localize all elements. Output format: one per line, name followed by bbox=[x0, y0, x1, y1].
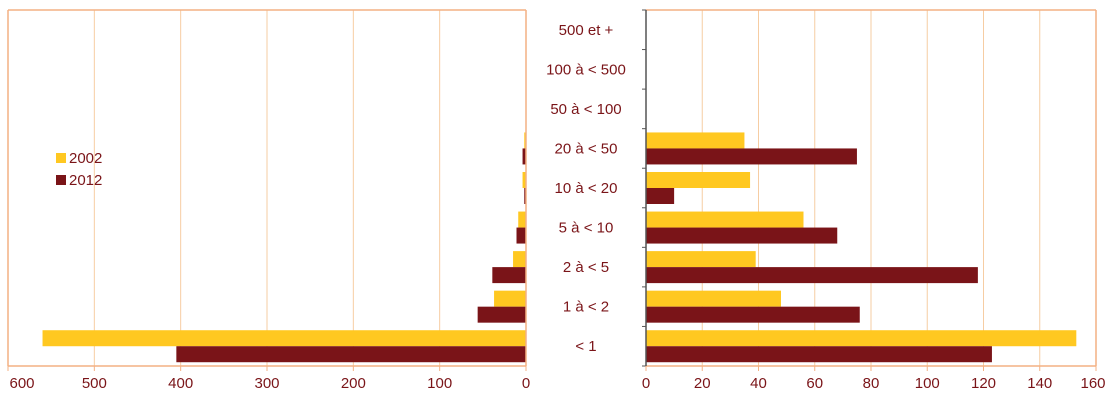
right-x-tick-label: 60 bbox=[806, 375, 823, 392]
left-panel-tick-labels: 600 500 400 300 200 100 0 bbox=[9, 375, 530, 392]
legend-swatch-2012 bbox=[56, 175, 66, 185]
right-bar-2012-3 bbox=[646, 227, 838, 244]
left-bar-2012-5 bbox=[522, 148, 526, 165]
category-label: 2 à < 5 bbox=[563, 259, 609, 276]
left-bar-2012-4 bbox=[524, 188, 526, 204]
right-bar-2002-4 bbox=[646, 172, 751, 188]
category-labels: < 1 1 à < 2 2 à < 5 5 à < 10 10 à < 20 20 à <… bbox=[546, 22, 626, 355]
category-label: 1 à < 2 bbox=[563, 299, 609, 316]
left-x-tick-label: 0 bbox=[522, 375, 530, 392]
right-bar-2012-4 bbox=[646, 188, 675, 204]
category-label: 20 à < 50 bbox=[555, 140, 618, 157]
right-x-tick-label: 100 bbox=[915, 375, 940, 392]
legend: 2002 2012 bbox=[56, 150, 102, 189]
legend-swatch-2002 bbox=[56, 153, 66, 163]
category-label: < 1 bbox=[575, 338, 596, 355]
category-label: 500 et + bbox=[559, 22, 614, 39]
right-x-tick-label: 40 bbox=[750, 375, 767, 392]
right-panel-bars bbox=[646, 132, 1077, 363]
right-bar-2012-5 bbox=[646, 148, 857, 165]
legend-label-2002: 2002 bbox=[69, 150, 102, 167]
right-bar-2002-5 bbox=[646, 132, 745, 149]
right-bar-2012-2 bbox=[646, 267, 978, 284]
legend-label-2012: 2012 bbox=[69, 172, 102, 189]
chart-axes bbox=[7, 9, 1097, 371]
right-x-tick-label: 140 bbox=[1027, 375, 1052, 392]
right-bar-2002-2 bbox=[646, 251, 756, 268]
right-panel-tick-labels: 0 20 40 60 80 100 120 140 160 bbox=[642, 375, 1106, 392]
right-bar-2002-0 bbox=[646, 330, 1077, 347]
left-x-tick-label: 500 bbox=[82, 375, 107, 392]
left-bar-2012-2 bbox=[492, 267, 526, 284]
left-bar-2012-3 bbox=[516, 227, 526, 244]
right-x-tick-label: 80 bbox=[863, 375, 880, 392]
left-bar-2002-4 bbox=[522, 172, 526, 188]
left-bar-2012-1 bbox=[477, 306, 526, 323]
right-bar-2012-1 bbox=[646, 306, 860, 323]
category-label: 50 à < 100 bbox=[550, 101, 621, 118]
left-x-tick-label: 100 bbox=[427, 375, 452, 392]
category-label: 5 à < 10 bbox=[559, 220, 614, 237]
left-bar-2002-0 bbox=[42, 330, 527, 347]
left-bar-2012-0 bbox=[176, 346, 526, 363]
left-bar-2002-2 bbox=[513, 251, 526, 268]
left-bar-2002-5 bbox=[524, 132, 526, 149]
right-bar-2002-1 bbox=[646, 290, 781, 307]
right-x-tick-label: 120 bbox=[971, 375, 996, 392]
left-x-tick-label: 300 bbox=[254, 375, 279, 392]
left-panel-bars bbox=[42, 132, 527, 363]
left-x-tick-label: 400 bbox=[168, 375, 193, 392]
left-x-tick-label: 600 bbox=[9, 375, 34, 392]
category-label: 10 à < 20 bbox=[555, 180, 618, 197]
right-bar-2002-3 bbox=[646, 211, 804, 228]
left-x-tick-label: 200 bbox=[341, 375, 366, 392]
left-bar-2002-3 bbox=[518, 211, 526, 228]
right-x-tick-label: 20 bbox=[694, 375, 711, 392]
right-x-tick-label: 160 bbox=[1080, 375, 1105, 392]
right-bar-2012-0 bbox=[646, 346, 992, 363]
right-x-tick-label: 0 bbox=[642, 375, 650, 392]
left-bar-2002-1 bbox=[494, 290, 526, 307]
category-label: 100 à < 500 bbox=[546, 61, 626, 78]
